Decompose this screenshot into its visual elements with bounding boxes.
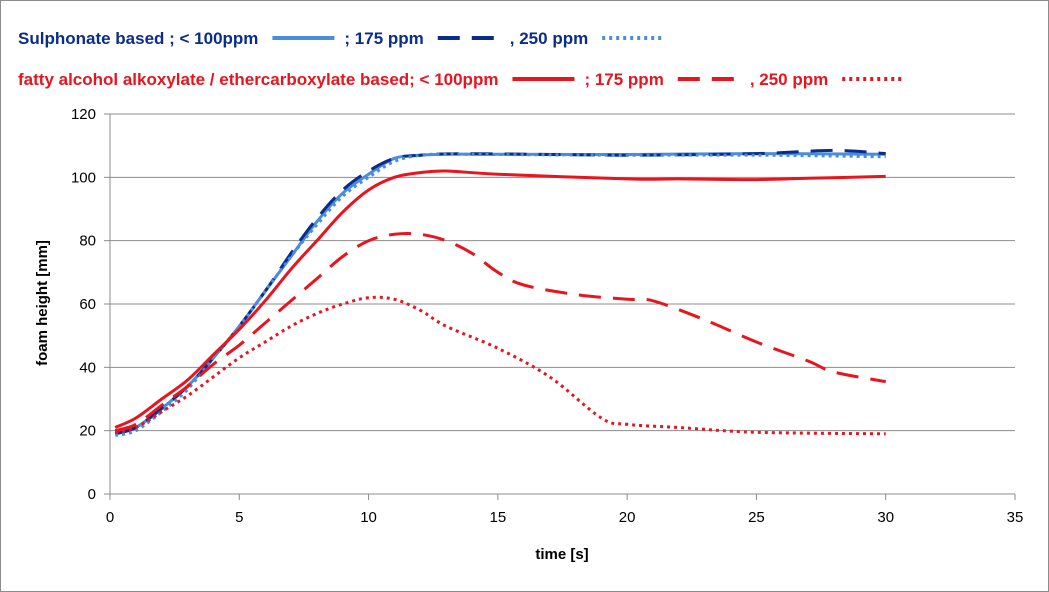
x-tick-label: 30 bbox=[877, 509, 894, 526]
tick-labels: 0 5 10 15 20 25 30 35 0 20 40 60 80 100 120 bbox=[71, 106, 1023, 526]
legend-entry-f250-label: , 250 ppm bbox=[750, 70, 828, 89]
legend-entry-f175-label: ; 175 ppm bbox=[584, 70, 663, 89]
x-tick-label: 35 bbox=[1007, 509, 1024, 526]
y-tick-label: 40 bbox=[79, 359, 96, 376]
y-tick-label: 80 bbox=[79, 233, 96, 250]
axes bbox=[104, 113, 1016, 500]
series-line-f250 bbox=[114, 295, 886, 436]
x-tick-label: 0 bbox=[106, 509, 114, 526]
series-layer bbox=[114, 148, 886, 437]
legend-entry-f100-label: fatty alcohol alkoxylate / ethercarboxyl… bbox=[18, 70, 498, 89]
x-tick-label: 10 bbox=[360, 509, 377, 526]
x-tick-label: 15 bbox=[490, 509, 507, 526]
y-axis-title: foam height [mm] bbox=[34, 240, 51, 366]
y-tick-label: 120 bbox=[71, 106, 96, 123]
series-line-s250 bbox=[114, 152, 886, 437]
y-tick-label: 60 bbox=[79, 296, 96, 313]
gridlines bbox=[110, 113, 1015, 432]
series-line-s100 bbox=[114, 152, 886, 436]
x-axis-title: time [s] bbox=[535, 546, 588, 563]
legend-entry-s250-label: , 250 ppm bbox=[510, 29, 588, 48]
y-tick-label: 0 bbox=[88, 486, 96, 503]
series-line-s175 bbox=[114, 148, 886, 436]
x-tick-label: 25 bbox=[748, 509, 765, 526]
y-tick-label: 20 bbox=[79, 423, 96, 440]
legend: Sulphonate based ; < 100ppm ; 175 ppm , 25… bbox=[18, 29, 905, 89]
y-tick-label: 100 bbox=[71, 169, 96, 186]
legend-entry-s100-label: Sulphonate based ; < 100ppm bbox=[18, 29, 258, 48]
series-line-f100 bbox=[114, 169, 886, 429]
x-tick-label: 20 bbox=[619, 509, 636, 526]
x-tick-label: 5 bbox=[235, 509, 243, 526]
series-line-f175 bbox=[114, 232, 886, 433]
legend-entry-s175-label: ; 175 ppm bbox=[344, 29, 423, 48]
